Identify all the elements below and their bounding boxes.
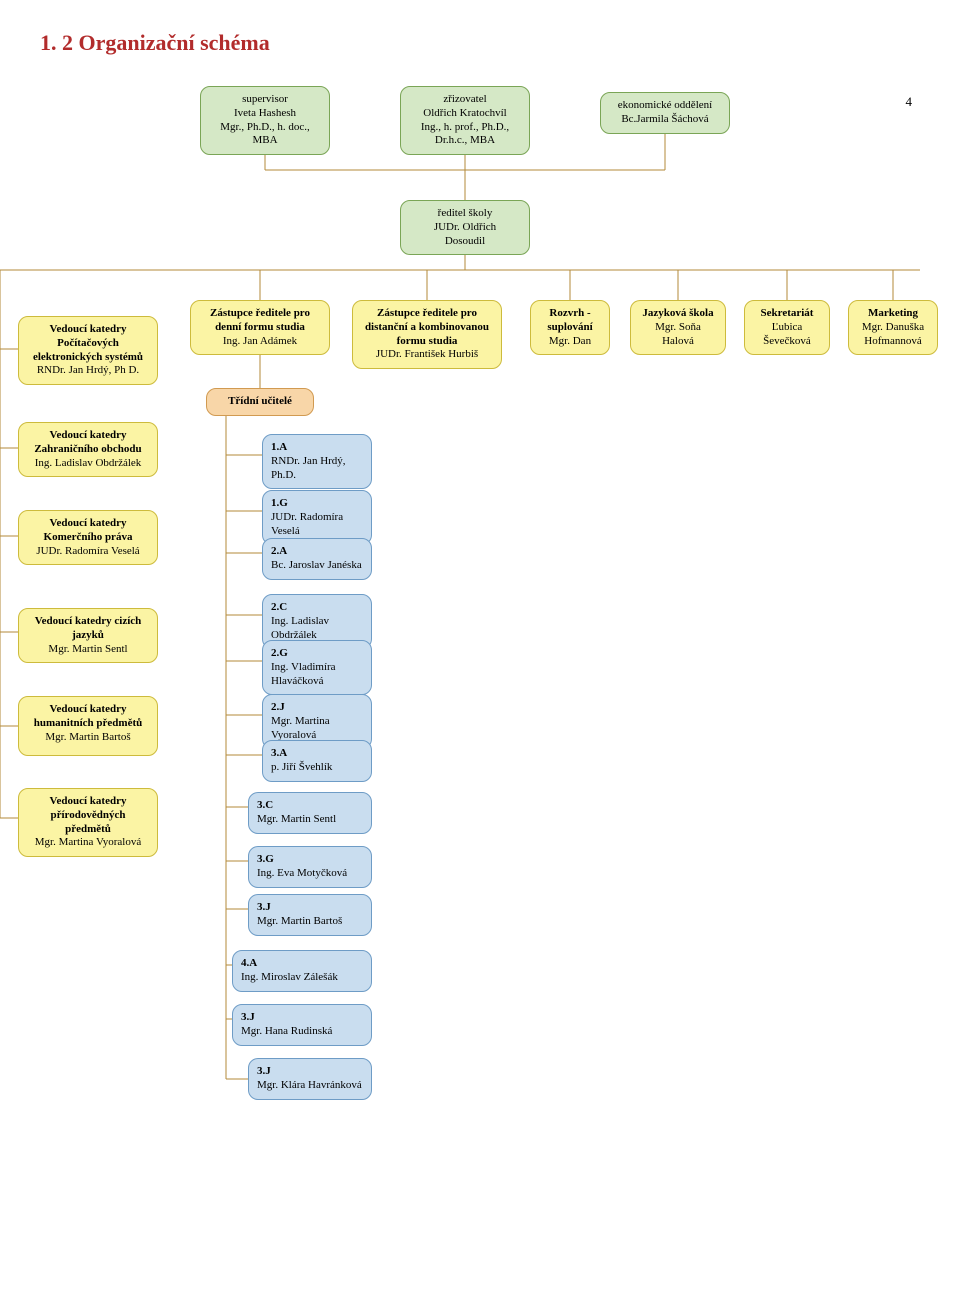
- org-node-text: 1.G: [271, 497, 363, 511]
- org-node-text: JUDr. František Hurbiš: [361, 348, 493, 362]
- org-node-c_2a: 2.ABc. Jaroslav Janéska: [262, 538, 372, 580]
- org-node-text: Mgr. Martin Sentl: [27, 643, 149, 657]
- org-node-text: Mgr. Martin Bartoš: [27, 731, 149, 745]
- org-node-supervisor: supervisorIveta HasheshMgr., Ph.D., h. d…: [200, 86, 330, 155]
- org-node-kat_pocit: Vedoucí katedry Počítačových elektronick…: [18, 316, 158, 385]
- org-node-jazyk: Jazyková školaMgr. Soňa Halová: [630, 300, 726, 355]
- org-node-text: JUDr. Oldřich: [409, 221, 521, 235]
- page-number: 4: [906, 94, 913, 110]
- org-node-reditel: ředitel školyJUDr. OldřichDosoudil: [400, 200, 530, 255]
- org-node-text: Ing. Vladimíra Hlaváčková: [271, 661, 363, 689]
- org-node-kat_zahr: Vedoucí katedry Zahraničního obchoduIng.…: [18, 422, 158, 477]
- org-node-text: MBA: [209, 134, 321, 148]
- org-node-c_1g: 1.GJUDr. Radomíra Veselá: [262, 490, 372, 545]
- org-node-text: 3.J: [257, 901, 363, 915]
- org-node-text: Vedoucí katedry humanitních předmětů: [27, 703, 149, 731]
- org-node-text: 1.A: [271, 441, 363, 455]
- org-node-kat_ciz: Vedoucí katedry cizích jazykůMgr. Martin…: [18, 608, 158, 663]
- org-node-text: ředitel školy: [409, 207, 521, 221]
- org-node-sekret: SekretariátĽubica Ševečková: [744, 300, 830, 355]
- org-node-text: 2.G: [271, 647, 363, 661]
- org-node-text: Ľubica Ševečková: [753, 321, 821, 349]
- org-node-zrizovatel: zřizovatelOldřich KratochvílIng., h. pro…: [400, 86, 530, 155]
- org-node-c_4a: 4.AIng. Miroslav Zálešák: [232, 950, 372, 992]
- org-node-kat_hum: Vedoucí katedry humanitních předmětůMgr.…: [18, 696, 158, 756]
- page-title: 1. 2 Organizační schéma: [40, 30, 920, 56]
- org-node-text: 2.A: [271, 545, 363, 559]
- org-node-text: Sekretariát: [753, 307, 821, 321]
- org-node-text: RNDr. Jan Hrdý, Ph D.: [27, 364, 149, 378]
- org-node-zast_dist: Zástupce ředitele pro distanční a kombin…: [352, 300, 502, 369]
- org-node-tridni: Třídní učitelé: [206, 388, 314, 416]
- org-node-text: Iveta Hashesh: [209, 107, 321, 121]
- org-node-text: 3.C: [257, 799, 363, 813]
- org-node-text: Rozvrh - suplování: [539, 307, 601, 335]
- org-node-text: p. Jiří Švehlík: [271, 761, 363, 775]
- org-node-text: Marketing: [857, 307, 929, 321]
- org-node-text: Třídní učitelé: [215, 395, 305, 409]
- org-node-kat_kom: Vedoucí katedry Komerčního právaJUDr. Ra…: [18, 510, 158, 565]
- org-node-text: Mgr. Martin Sentl: [257, 813, 363, 827]
- org-node-text: Oldřich Kratochvíl: [409, 107, 521, 121]
- org-node-text: 3.J: [257, 1065, 363, 1079]
- org-node-text: Mgr. Dan: [539, 335, 601, 349]
- org-node-text: Mgr. Danuška Hofmannová: [857, 321, 929, 349]
- org-node-text: Dosoudil: [409, 235, 521, 249]
- org-node-text: Bc.Jarmila Šáchová: [609, 113, 721, 127]
- org-node-c_2g: 2.GIng. Vladimíra Hlaváčková: [262, 640, 372, 695]
- org-node-text: 4.A: [241, 957, 363, 971]
- org-node-text: Mgr. Martina Vyoralová: [271, 715, 363, 743]
- org-node-c_3a: 3.Ap. Jiří Švehlík: [262, 740, 372, 782]
- org-node-text: Mgr. Martina Vyoralová: [27, 836, 149, 850]
- org-node-text: Zástupce ředitele pro denní formu studia: [199, 307, 321, 335]
- org-node-c_3c: 3.CMgr. Martin Sentl: [248, 792, 372, 834]
- org-node-text: Vedoucí katedry Komerčního práva: [27, 517, 149, 545]
- org-node-c_3j2: 3.JMgr. Hana Rudinská: [232, 1004, 372, 1046]
- org-node-text: Dr.h.c., MBA: [409, 134, 521, 148]
- org-node-text: RNDr. Jan Hrdý, Ph.D.: [271, 455, 363, 483]
- org-node-text: ekonomické oddělení: [609, 99, 721, 113]
- org-node-text: Mgr. Martin Bartoš: [257, 915, 363, 929]
- org-node-text: Mgr. Hana Rudinská: [241, 1025, 363, 1039]
- org-node-text: Vedoucí katedry Počítačových elektronick…: [27, 323, 149, 364]
- org-node-text: Ing. Miroslav Zálešák: [241, 971, 363, 985]
- org-node-marketing: MarketingMgr. Danuška Hofmannová: [848, 300, 938, 355]
- org-node-text: 3.J: [241, 1011, 363, 1025]
- org-node-text: Bc. Jaroslav Janéska: [271, 559, 363, 573]
- org-node-text: Vedoucí katedry Zahraničního obchodu: [27, 429, 149, 457]
- org-node-rozvrh: Rozvrh - suplováníMgr. Dan: [530, 300, 610, 355]
- org-node-c_3j: 3.JMgr. Martin Bartoš: [248, 894, 372, 936]
- org-node-text: 3.G: [257, 853, 363, 867]
- org-node-text: Ing. Ladislav Obdržálek: [271, 615, 363, 643]
- org-node-text: Mgr. Klára Havránková: [257, 1079, 363, 1093]
- org-node-c_3j3: 3.JMgr. Klára Havránková: [248, 1058, 372, 1100]
- org-node-text: 3.A: [271, 747, 363, 761]
- org-node-text: Mgr., Ph.D., h. doc.,: [209, 121, 321, 135]
- org-node-text: JUDr. Radomíra Veselá: [271, 511, 363, 539]
- org-node-text: Zástupce ředitele pro distanční a kombin…: [361, 307, 493, 348]
- org-node-text: supervisor: [209, 93, 321, 107]
- org-node-text: Vedoucí katedry cizích jazyků: [27, 615, 149, 643]
- page: 1. 2 Organizační schéma supervisorIveta …: [0, 0, 960, 126]
- org-node-text: 2.J: [271, 701, 363, 715]
- org-node-text: JUDr. Radomíra Veselá: [27, 545, 149, 559]
- org-node-text: 2.C: [271, 601, 363, 615]
- org-node-kat_prir: Vedoucí katedry přírodovědných předmětůM…: [18, 788, 158, 857]
- org-node-zast_denni: Zástupce ředitele pro denní formu studia…: [190, 300, 330, 355]
- org-node-text: Ing., h. prof., Ph.D.,: [409, 121, 521, 135]
- org-node-c_1a: 1.ARNDr. Jan Hrdý, Ph.D.: [262, 434, 372, 489]
- org-node-text: Ing. Ladislav Obdržálek: [27, 457, 149, 471]
- org-node-ekon: ekonomické odděleníBc.Jarmila Šáchová: [600, 92, 730, 134]
- org-node-text: Vedoucí katedry přírodovědných předmětů: [27, 795, 149, 836]
- org-node-text: Ing. Eva Motyčková: [257, 867, 363, 881]
- org-node-text: Mgr. Soňa Halová: [639, 321, 717, 349]
- org-node-c_3g: 3.GIng. Eva Motyčková: [248, 846, 372, 888]
- org-node-text: zřizovatel: [409, 93, 521, 107]
- org-node-text: Ing. Jan Adámek: [199, 335, 321, 349]
- org-node-text: Jazyková škola: [639, 307, 717, 321]
